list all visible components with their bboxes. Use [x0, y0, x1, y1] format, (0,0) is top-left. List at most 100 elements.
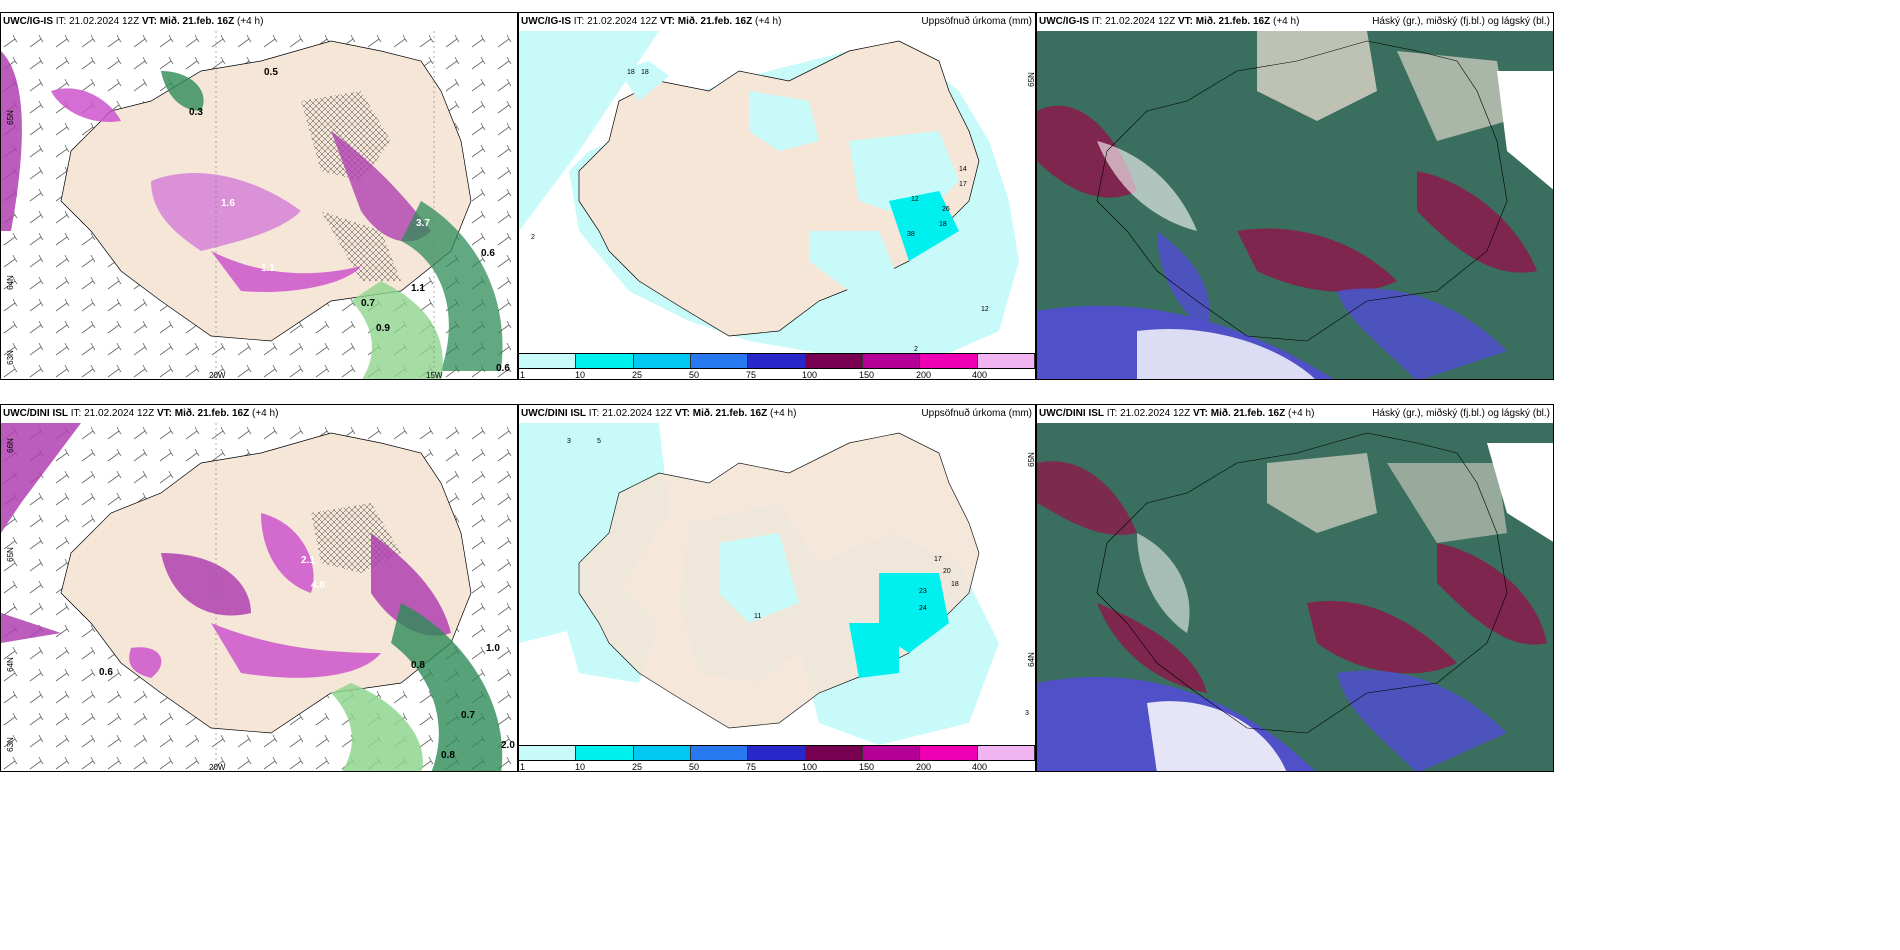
scale-label: 10 — [575, 762, 586, 772]
value-label: 38 — [907, 231, 915, 238]
valid-time: Mið. 21.feb. 16Z — [159, 16, 235, 27]
scale-swatch — [576, 746, 634, 760]
scale-label: 50 — [689, 370, 700, 380]
lat-label: 63N — [5, 350, 15, 365]
value-label: 3 — [567, 438, 571, 445]
scale-label: 10 — [575, 370, 586, 380]
top-left-panel: UWC/IG-IS IT: 21.02.2024 12Z VT: Mið. 21… — [0, 12, 518, 380]
value-label: 18 — [951, 581, 959, 588]
precip-accum-map: 18 18 12 26 38 14 17 18 12 2 2 — [519, 31, 1035, 353]
cloud-cover-map — [1037, 423, 1553, 771]
init-time: 21.02.2024 12Z — [84, 408, 155, 419]
panel-header: UWC/DINI ISL IT: 21.02.2024 12Z VT: Mið.… — [1039, 408, 1315, 419]
panel-title: Háský (gr.), miðský (fj.bl.) og lágský (… — [1372, 408, 1550, 419]
precip-colorbar: 1 10 25 50 75 100 150 200 400 — [519, 745, 1035, 772]
bottom-right-panel: UWC/DINI ISL IT: 21.02.2024 12Z VT: Mið.… — [1036, 404, 1554, 772]
bottom-left-panel: UWC/DINI ISL IT: 21.02.2024 12Z VT: Mið.… — [0, 404, 518, 772]
value-label: 0.6 — [99, 667, 113, 678]
model-name: UWC/IG-IS — [3, 16, 53, 27]
wind-precip-map: 0.5 0.3 0.7 0.9 0.6 0.6 1.1 1.6 3.7 1.1 — [1, 31, 517, 379]
scale-swatch — [805, 354, 863, 368]
model-name: UWC/IG-IS — [521, 16, 571, 27]
value-label: 24 — [919, 605, 927, 612]
scale-swatch — [862, 746, 921, 760]
value-label: 26 — [942, 206, 950, 213]
lat-label: 63N — [5, 737, 15, 752]
value-label: 20 — [943, 568, 951, 575]
value-label: 3 — [1025, 710, 1029, 717]
value-label: 18 — [627, 69, 635, 76]
axis-label: 15W — [426, 371, 443, 380]
panel-title: Uppsöfnuð úrkoma (mm) — [921, 408, 1032, 419]
init-time: 21.02.2024 12Z — [587, 16, 658, 27]
panel-header: UWC/IG-IS IT: 21.02.2024 12Z VT: Mið. 21… — [1039, 16, 1300, 27]
valid-time: Mið. 21.feb. 16Z — [1195, 16, 1271, 27]
scale-label: 150 — [859, 762, 875, 772]
value-label: 1.0 — [486, 643, 500, 654]
scale-swatch — [519, 746, 577, 760]
value-label: 12 — [981, 306, 989, 313]
scale-label: 25 — [632, 762, 643, 772]
value-label: 0.8 — [441, 750, 455, 761]
scale-label: 1 — [520, 370, 526, 380]
value-label: 1.6 — [221, 198, 235, 209]
panel-header: UWC/IG-IS IT: 21.02.2024 12Z VT: Mið. 21… — [3, 16, 264, 27]
value-label: 11 — [754, 613, 761, 620]
value-label: 18 — [939, 221, 947, 228]
value-label: 4.8 — [311, 580, 325, 591]
scale-swatch — [690, 354, 749, 368]
scale-swatch — [519, 354, 577, 368]
colorbar-bar — [519, 353, 1035, 369]
valid-time: Mið. 21.feb. 16Z — [174, 408, 250, 419]
scale-swatch — [920, 746, 978, 760]
scale-swatch — [633, 354, 691, 368]
scale-swatch — [862, 354, 921, 368]
valid-time: Mið. 21.feb. 16Z — [1210, 408, 1286, 419]
axis-label: 20W — [209, 763, 226, 772]
scale-label: 200 — [916, 762, 932, 772]
lat-label: 65N — [1026, 452, 1036, 467]
scale-label: 100 — [802, 370, 818, 380]
valid-time: Mið. 21.feb. 16Z — [677, 16, 753, 27]
scale-label: 75 — [746, 370, 757, 380]
value-label: 2 — [531, 234, 535, 241]
precip-accum-map: 3 5 17 20 18 23 24 11 3 — [519, 423, 1035, 745]
init-time: 21.02.2024 12Z — [602, 408, 673, 419]
lat-label: 65N — [5, 547, 15, 562]
value-label: 0.5 — [264, 67, 278, 78]
value-label: 0.9 — [376, 323, 390, 334]
value-label: 3.7 — [416, 218, 430, 229]
value-label: 2 — [914, 346, 918, 353]
init-time: 21.02.2024 12Z — [1105, 16, 1176, 27]
scale-label: 400 — [972, 762, 988, 772]
bottom-middle-panel: UWC/DINI ISL IT: 21.02.2024 12Z VT: Mið.… — [518, 404, 1036, 772]
panel-title: Uppsöfnuð úrkoma (mm) — [921, 16, 1032, 27]
scale-swatch — [748, 746, 806, 760]
scale-swatch — [690, 746, 749, 760]
top-right-panel: UWC/IG-IS IT: 21.02.2024 12Z VT: Mið. 21… — [1036, 12, 1554, 380]
value-label: 5 — [597, 438, 601, 445]
value-label: 2.0 — [501, 740, 515, 751]
value-label: 1.1 — [411, 283, 425, 294]
init-time: 21.02.2024 12Z — [69, 16, 140, 27]
value-label: 17 — [959, 181, 967, 188]
lat-label: 65N — [5, 110, 15, 125]
init-time: 21.02.2024 12Z — [1120, 408, 1191, 419]
scale-label: 1 — [520, 762, 526, 772]
panel-header: UWC/DINI ISL IT: 21.02.2024 12Z VT: Mið.… — [521, 408, 797, 419]
lat-label: 66N — [5, 438, 15, 453]
panel-title: Háský (gr.), miðský (fj.bl.) og lágský (… — [1372, 16, 1550, 27]
value-label: 23 — [919, 588, 927, 595]
scale-swatch — [748, 354, 806, 368]
scale-swatch — [977, 746, 1035, 760]
model-name: UWC/IG-IS — [1039, 16, 1089, 27]
valid-time: Mið. 21.feb. 16Z — [692, 408, 768, 419]
scale-label: 400 — [972, 370, 988, 380]
scale-label: 50 — [689, 762, 700, 772]
scale-label: 75 — [746, 762, 757, 772]
value-label: 2.1 — [301, 555, 315, 566]
value-label: 0.8 — [411, 660, 425, 671]
scale-swatch — [977, 354, 1035, 368]
value-label: 0.7 — [461, 710, 475, 721]
value-label: 1.1 — [261, 263, 275, 274]
